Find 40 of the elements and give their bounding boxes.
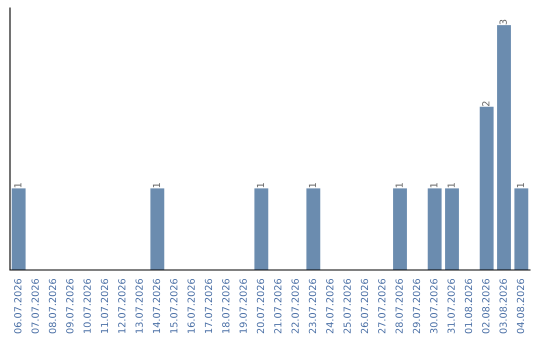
- x-tick-label: 11.07.2026: [100, 278, 108, 333]
- x-tick-label: 28.07.2026: [395, 278, 403, 334]
- data-label: 1: [516, 183, 524, 188]
- x-tick-label: 19.07.2026: [239, 278, 247, 333]
- x-tick-label: 06.07.2026: [14, 278, 22, 334]
- x-tick-label: 22.07.2026: [291, 278, 299, 334]
- x-tick-label: 15.07.2026: [170, 278, 178, 333]
- x-tick-label: 13.07.2026: [135, 278, 143, 333]
- data-label: 1: [256, 183, 264, 188]
- x-tick-label: 18.07.2026: [222, 278, 230, 333]
- x-tick-label: 14.07.2026: [152, 278, 160, 333]
- data-label: 1: [430, 183, 438, 188]
- x-tick-label: 17.07.2026: [204, 278, 212, 333]
- x-tick-label: 29.07.2026: [412, 278, 420, 334]
- x-tick-label: 02.08.2026: [482, 278, 490, 334]
- x-tick-label: 27.07.2026: [378, 278, 386, 334]
- x-tick-label: 24.07.2026: [326, 278, 334, 334]
- x-tick-label: 21.07.2026: [274, 278, 282, 334]
- x-tick-label: 08.07.2026: [48, 278, 56, 334]
- data-label: 1: [152, 183, 160, 188]
- x-tick-label: 16.07.2026: [187, 278, 195, 333]
- x-tick-label: 01.08.2026: [464, 278, 472, 334]
- x-tick-label: 25.07.2026: [343, 278, 351, 334]
- x-tick-label: 30.07.2026: [430, 278, 438, 334]
- x-tick-label: 09.07.2026: [66, 278, 74, 334]
- data-label: 1: [396, 183, 403, 188]
- x-tick-label: 23.07.2026: [308, 278, 316, 334]
- data-label: 3: [499, 20, 507, 24]
- x-tick-label: 04.08.2026: [516, 278, 524, 334]
- x-tick-label: 07.07.2026: [31, 278, 39, 334]
- x-tick-label: 20.07.2026: [256, 278, 264, 334]
- data-label: 1: [308, 183, 316, 188]
- data-label: 2: [482, 102, 490, 106]
- x-tick-label: 26.07.2026: [360, 278, 368, 334]
- x-tick-label: 31.07.2026: [447, 278, 455, 334]
- data-label: 1: [448, 183, 455, 188]
- x-tick-label: 03.08.2026: [499, 278, 507, 334]
- x-tick-label: 12.07.2026: [118, 278, 126, 333]
- data-label: 1: [14, 183, 22, 188]
- x-tick-label: 10.07.2026: [83, 278, 91, 333]
